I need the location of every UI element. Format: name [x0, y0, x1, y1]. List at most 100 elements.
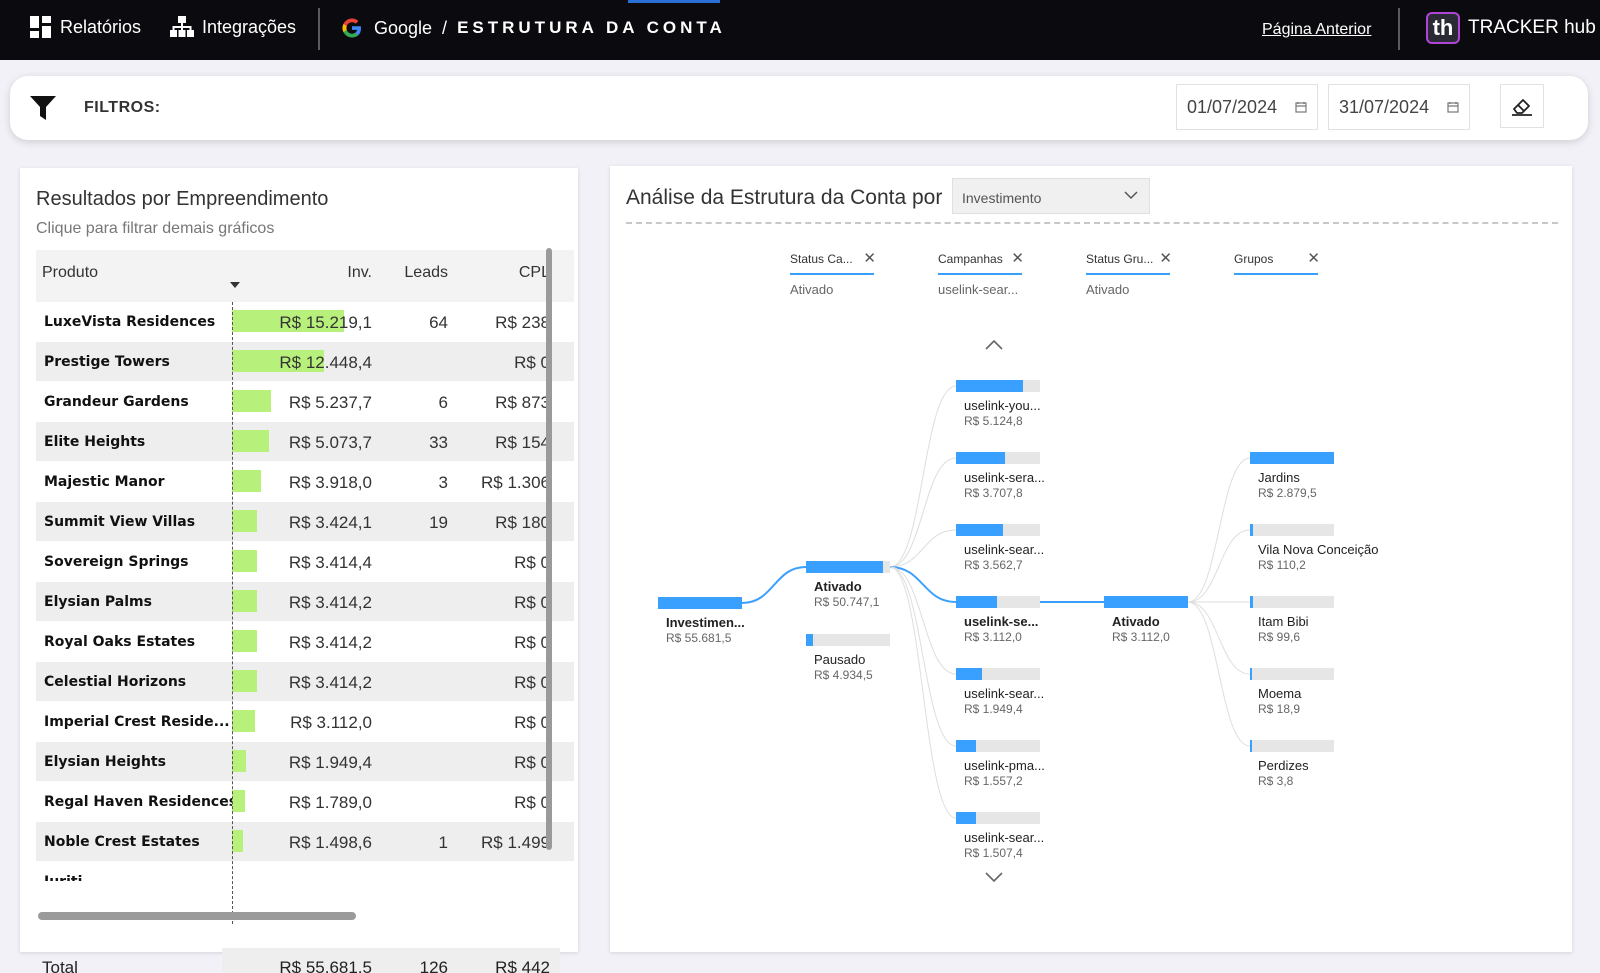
- table-row[interactable]: Majestic Manor R$ 3.918,0 3 R$ 1.306: [36, 462, 574, 502]
- product-name: Royal Oaks Estates: [44, 634, 196, 650]
- node-bar-fill: [1250, 524, 1253, 536]
- leads-value: 3: [438, 473, 448, 492]
- level-campaigns[interactable]: Campanhas ✕ uselink-sear...: [938, 250, 1026, 297]
- sort-desc-icon[interactable]: [230, 282, 240, 288]
- investment-value: R$ 15.219,1: [279, 313, 372, 332]
- table-row[interactable]: Noble Crest Estates R$ 1.498,6 1 R$ 1.499: [36, 822, 574, 862]
- eraser-icon: [1512, 99, 1532, 116]
- product-name: Elysian Palms: [44, 594, 152, 610]
- node-bar-fill: [956, 524, 1003, 536]
- nav-integrations[interactable]: Integrações: [170, 16, 296, 38]
- node-label: Perdizes: [1258, 758, 1309, 773]
- close-icon[interactable]: ✕: [863, 250, 876, 267]
- table-row[interactable]: Regal Haven Residences R$ 1.789,0 R$ 0: [36, 782, 574, 822]
- date-start-picker[interactable]: 01/07/2024: [1176, 84, 1318, 130]
- investment-bar: [232, 390, 271, 412]
- table-total-row: Total R$ 55.681,5 126 R$ 442: [36, 948, 560, 973]
- product-name: Sovereign Springs: [44, 554, 189, 570]
- close-icon[interactable]: ✕: [1307, 250, 1320, 267]
- product-name: Elysian Heights: [44, 754, 166, 770]
- table-header: Produto Inv. Leads CPL: [36, 250, 574, 302]
- node-bar-track: [1250, 596, 1334, 608]
- node-bar-track: [956, 740, 1040, 752]
- table-row[interactable]: Celestial Horizons R$ 3.414,2 R$ 0: [36, 662, 574, 702]
- previous-page-link[interactable]: Página Anterior: [1262, 21, 1372, 38]
- cpl-value: R$ 154: [495, 433, 550, 452]
- leads-value: 19: [429, 513, 448, 532]
- product-name: Regal Haven Residences: [44, 794, 238, 810]
- table-row[interactable]: Royal Oaks Estates R$ 3.414,2 R$ 0: [36, 622, 574, 662]
- investment-value: R$ 3.414,2: [288, 673, 372, 692]
- table-row[interactable]: LuxeVista Residences R$ 15.219,1 64 R$ 238: [36, 302, 574, 342]
- node-label: uselink-sear...: [964, 542, 1045, 557]
- date-end-picker[interactable]: 31/07/2024: [1328, 84, 1470, 130]
- node-bar-fill: [1250, 668, 1252, 680]
- investment-value: R$ 1.949,4: [288, 753, 372, 772]
- node-value: R$ 110,2: [1258, 558, 1306, 572]
- node-bar-track: [1250, 524, 1334, 536]
- total-leads: 126: [419, 958, 448, 973]
- table-row[interactable]: Imperial Crest Reside... R$ 3.112,0 R$ 0: [36, 702, 574, 742]
- horizontal-scrollbar[interactable]: [38, 912, 356, 920]
- column-header-product[interactable]: Produto: [42, 264, 99, 281]
- node-value: R$ 4.934,5: [814, 668, 873, 682]
- table-row[interactable]: Elite Heights R$ 5.073,7 33 R$ 154: [36, 422, 574, 462]
- product-name: Summit View Villas: [44, 514, 196, 530]
- investment-value: R$ 3.414,4: [288, 553, 372, 572]
- clear-filters-button[interactable]: [1500, 84, 1544, 128]
- investment-bar: [232, 350, 324, 372]
- table-row[interactable]: Iuriti: [36, 862, 574, 882]
- nav-reports[interactable]: Relatórios: [30, 16, 141, 38]
- node-value: R$ 1.949,4: [964, 702, 1023, 716]
- table-row[interactable]: Summit View Villas R$ 3.424,1 19 R$ 180: [36, 502, 574, 542]
- node-label: Ativado: [814, 579, 862, 594]
- nav-divider: [318, 8, 320, 50]
- leads-value: 6: [438, 393, 448, 412]
- node-value: R$ 3.562,7: [964, 558, 1023, 572]
- product-name: Imperial Crest Reside...: [44, 714, 230, 730]
- level-status-campaign[interactable]: Status Ca... ✕ Ativado: [790, 250, 878, 297]
- level-groups[interactable]: Grupos ✕: [1234, 250, 1322, 275]
- level-value: uselink-sear...: [938, 282, 1019, 297]
- brand: th TRACKER hub: [1426, 12, 1596, 44]
- column-header-cpl[interactable]: CPL: [518, 264, 550, 281]
- table-row[interactable]: Prestige Towers R$ 12.448,4 R$ 0: [36, 342, 574, 382]
- node-bar-fill: [1250, 452, 1334, 464]
- level-status-group[interactable]: Status Gru... ✕ Ativado: [1086, 250, 1174, 297]
- tree-link: [889, 529, 957, 568]
- product-name: Majestic Manor: [44, 474, 165, 490]
- close-icon[interactable]: ✕: [1011, 250, 1024, 267]
- product-name: Elite Heights: [44, 434, 146, 450]
- node-label: Vila Nova Conceição: [1258, 542, 1379, 557]
- sitemap-icon: [170, 16, 194, 37]
- bar-axis: [232, 302, 233, 924]
- node-bar-track: [1250, 668, 1334, 680]
- investment-bar: [232, 550, 257, 572]
- tree-link: [889, 566, 957, 603]
- node-value: R$ 1.557,2: [964, 774, 1023, 788]
- vertical-scrollbar[interactable]: [546, 248, 552, 850]
- investment-value: R$ 3.918,0: [288, 473, 372, 492]
- table-row[interactable]: Grandeur Gardens R$ 5.237,7 6 R$ 873: [36, 382, 574, 422]
- chevron-down-icon: [1124, 191, 1138, 200]
- table-row[interactable]: Elysian Heights R$ 1.949,4 R$ 0: [36, 742, 574, 782]
- close-icon[interactable]: ✕: [1159, 250, 1172, 267]
- tree-link: [889, 457, 957, 568]
- node-bar-fill: [806, 634, 813, 646]
- date-end-value: 31/07/2024: [1339, 96, 1430, 117]
- chevron-down-icon[interactable]: [984, 870, 1004, 884]
- cpl-value: R$ 1.306: [481, 473, 550, 492]
- column-header-leads[interactable]: Leads: [404, 264, 448, 281]
- table-row[interactable]: Elysian Palms R$ 3.414,2 R$ 0: [36, 582, 574, 622]
- cpl-value: R$ 0: [514, 793, 550, 812]
- node-value: R$ 3.112,0: [964, 630, 1022, 644]
- tree-link: [1187, 457, 1251, 603]
- column-header-inv[interactable]: Inv.: [347, 264, 372, 281]
- node-bar-fill: [956, 380, 1023, 392]
- metric-dropdown[interactable]: Investimento: [952, 178, 1150, 214]
- table-row[interactable]: Sovereign Springs R$ 3.414,4 R$ 0: [36, 542, 574, 582]
- filter-icon[interactable]: [30, 96, 56, 120]
- chevron-up-icon[interactable]: [984, 338, 1004, 352]
- tree-link: [889, 385, 957, 568]
- node-bar-fill: [658, 597, 742, 609]
